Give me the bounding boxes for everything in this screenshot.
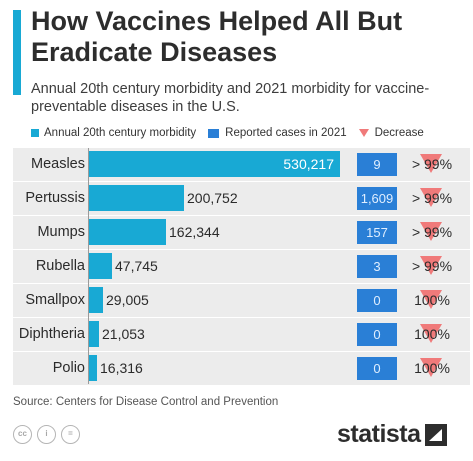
decrease-triangle-icon <box>420 358 442 377</box>
morbidity-bar <box>89 219 166 245</box>
legend-item-decrease: Decrease <box>358 127 424 139</box>
decrease-value: > 99% <box>411 224 453 240</box>
source-note: Source: Centers for Disease Control and … <box>13 396 279 408</box>
morbidity-value-label: 21,053 <box>102 326 145 342</box>
legend-label-decrease: Decrease <box>374 127 424 139</box>
reported-cases-value: 157 <box>357 221 397 244</box>
reported-cases-value: 1,609 <box>357 187 397 210</box>
morbidity-value-label: 16,316 <box>100 360 143 376</box>
chart-title: How Vaccines Helped All But Eradicate Di… <box>31 6 403 67</box>
morbidity-bar <box>89 253 112 279</box>
legend-swatch-reported <box>208 128 220 138</box>
chart-subtitle: Annual 20th century morbidity and 2021 m… <box>31 81 430 115</box>
reported-cases-value: 0 <box>357 323 397 346</box>
legend-label-reported: Reported cases in 2021 <box>225 127 347 139</box>
brand-name: statista <box>337 420 421 448</box>
category-label: Measles <box>31 156 85 172</box>
category-label: Diphtheria <box>18 326 85 342</box>
creative-commons-icon: cc <box>13 425 32 444</box>
category-label: Pertussis <box>25 190 85 206</box>
decrease-triangle-icon <box>420 154 442 173</box>
category-label: Polio <box>52 360 85 376</box>
morbidity-value-label: 29,005 <box>106 292 149 308</box>
morbidity-value-label: 47,745 <box>115 258 158 274</box>
statista-logo: statista <box>337 420 447 449</box>
decrease-value: 100% <box>414 326 450 342</box>
decrease-triangle-icon <box>420 222 442 241</box>
morbidity-value-label: 162,344 <box>169 224 220 240</box>
decrease-value: > 99% <box>411 156 453 172</box>
morbidity-value-label: 530,217 <box>283 156 334 172</box>
morbidity-bar <box>89 321 99 347</box>
legend: Annual 20th century morbidity Reported c… <box>31 124 471 142</box>
legend-swatch-morbidity <box>31 129 39 137</box>
reported-cases-value: 0 <box>357 357 397 380</box>
morbidity-bar <box>89 185 184 211</box>
category-label: Rubella <box>35 258 85 274</box>
category-label: Mumps <box>37 224 85 240</box>
decrease-value: > 99% <box>411 258 453 274</box>
morbidity-bar <box>89 151 340 177</box>
morbidity-bar <box>89 355 97 381</box>
statista-mark-icon <box>424 423 447 446</box>
decrease-value: 100% <box>414 292 450 308</box>
reported-cases-value: 3 <box>357 255 397 278</box>
decrease-triangle-icon <box>420 188 442 207</box>
decrease-value: > 99% <box>411 190 453 206</box>
decrease-triangle-icon <box>358 129 369 137</box>
reported-cases-value: 0 <box>357 289 397 312</box>
morbidity-value-label: 200,752 <box>187 190 238 206</box>
title-accent-bar <box>13 10 21 95</box>
axis-line <box>88 148 89 384</box>
decrease-triangle-icon <box>420 324 442 343</box>
attribution-icon: i <box>37 425 56 444</box>
decrease-value: 100% <box>414 360 450 376</box>
morbidity-bar <box>89 287 103 313</box>
decrease-triangle-icon <box>420 290 442 309</box>
decrease-triangle-icon <box>420 256 442 275</box>
no-derivatives-icon: = <box>61 425 80 444</box>
legend-item-reported: Reported cases in 2021 <box>208 127 347 139</box>
reported-cases-value: 9 <box>357 153 397 176</box>
license-icons: cc i = <box>13 425 85 444</box>
legend-label-morbidity: Annual 20th century morbidity <box>44 127 197 139</box>
legend-item-morbidity: Annual 20th century morbidity <box>31 127 196 139</box>
category-label: Smallpox <box>25 292 85 308</box>
